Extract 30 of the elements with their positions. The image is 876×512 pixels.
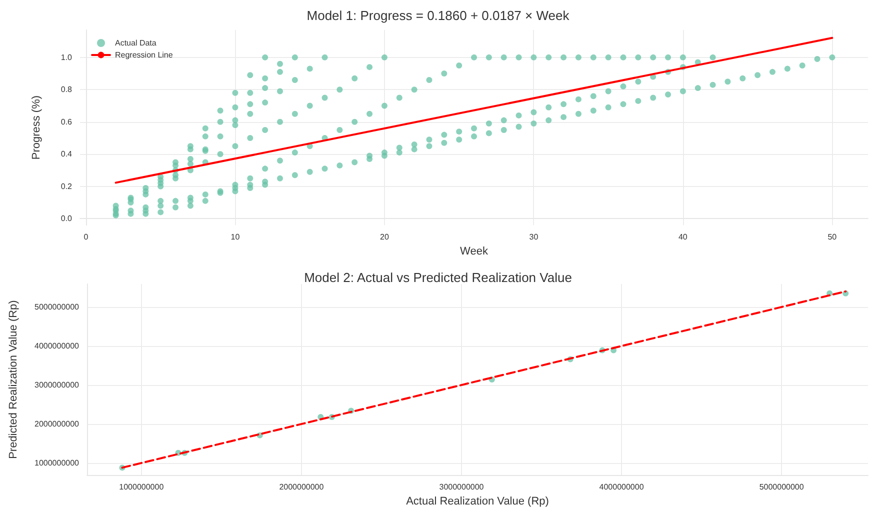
x-tick-label: 0 (84, 232, 89, 242)
y-tick-label: 4000000000 (34, 342, 80, 351)
chart-title: Model 1: Progress = 0.1860 + 0.0187 × Week (306, 8, 570, 23)
legend-label: Regression Line (115, 50, 174, 60)
y-tick-label: 0.6 (60, 117, 73, 126)
x-tick-label: 1000000000 (119, 482, 164, 492)
x-axis-title: Week (460, 246, 488, 258)
x-tick-label: 5000000000 (759, 482, 804, 492)
legend-label: Actual Data (115, 38, 157, 48)
x-axis-title: Actual Realization Value (Rp) (406, 496, 549, 508)
y-tick-label: 5000000000 (34, 302, 80, 312)
y-tick-label: 1.0 (60, 52, 73, 62)
x-tick-label: 50 (828, 232, 838, 242)
x-tick-label: 2000000000 (279, 482, 324, 492)
y-tick-label: 3000000000 (34, 380, 80, 390)
y-tick-label: 1000000000 (34, 458, 80, 468)
x-tick-label: 10 (230, 232, 240, 242)
y-tick-label: 0.2 (60, 182, 73, 191)
y-axis-title: Predicted Realization Value (Rp) (8, 300, 20, 459)
y-tick-label: 2000000000 (34, 420, 80, 429)
x-tick-label: 20 (380, 232, 390, 242)
chart-title: Model 2: Actual vs Predicted Realization Value (304, 270, 572, 285)
y-axis-title: Progress (%) (30, 95, 42, 160)
x-tick-label: 3000000000 (439, 482, 484, 492)
y-tick-label: 0.0 (60, 214, 73, 224)
x-tick-label: 4000000000 (599, 482, 644, 492)
x-tick-label: 40 (678, 232, 688, 242)
y-tick-label: 0.8 (60, 85, 73, 94)
x-tick-label: 30 (529, 232, 539, 242)
y-tick-label: 0.4 (60, 150, 73, 159)
